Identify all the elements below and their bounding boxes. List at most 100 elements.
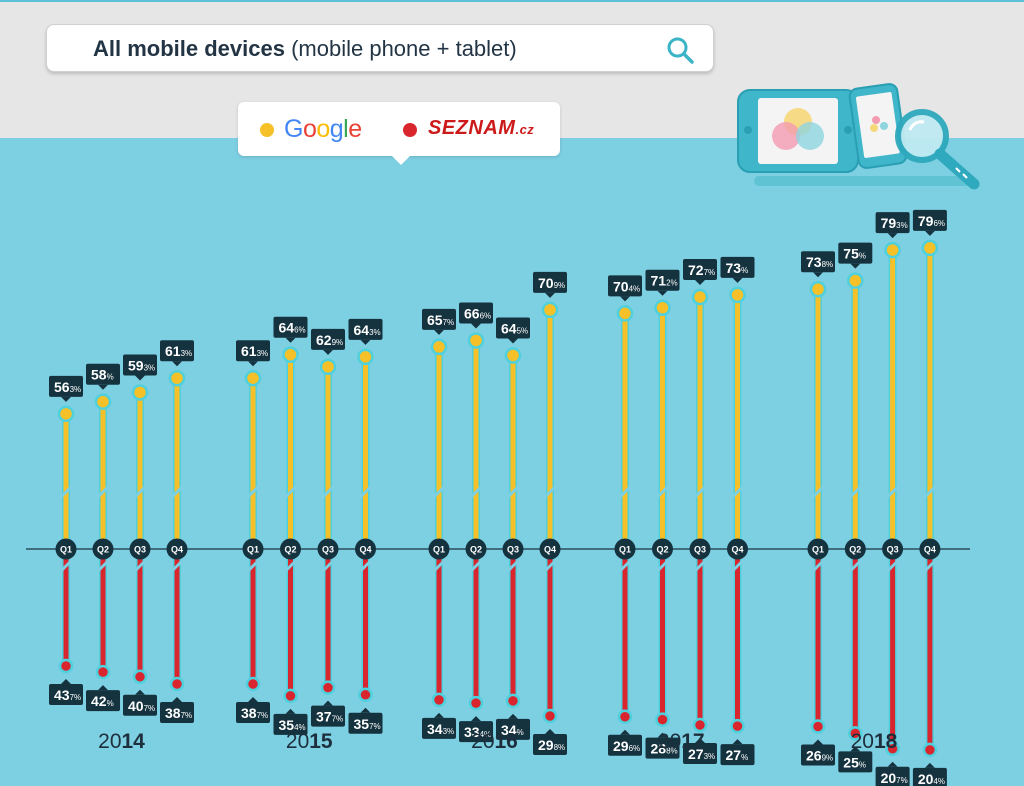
seznam-bar-break-2016-Q3 <box>506 559 520 573</box>
google-label-2017-Q4-box <box>720 256 755 278</box>
google-label-2014-Q3-box <box>123 354 157 376</box>
google-bar-break-2015-Q4 <box>359 485 372 499</box>
google-point-2015-Q3 <box>319 358 337 376</box>
quarter-marker-2014-Q2 <box>92 538 114 560</box>
google-label-2016-Q1-pointer <box>434 329 444 335</box>
seznam-point-2016-Q2 <box>468 695 484 711</box>
seznam-bar-2014-Q4 <box>174 549 180 684</box>
google-label-2018-Q4-box <box>912 209 947 231</box>
seznam-point-2014-Q4 <box>169 676 185 692</box>
quarter-label-2015-Q1: Q1 <box>247 545 259 555</box>
quarter-marker-2018-Q4 <box>919 538 941 560</box>
google-bar-break-2017-Q1 <box>618 485 632 499</box>
title-rest: (mobile phone + tablet) <box>291 36 517 61</box>
seznam-bar-2017-Q2 <box>660 549 665 720</box>
quarter-marker-2016-Q3 <box>502 538 524 560</box>
seznam-bar-break-2015-Q3 <box>321 559 335 573</box>
legend-label-google: Google <box>284 115 362 143</box>
seznam-label-2016-Q2-pointer <box>471 716 481 722</box>
quarter-label-2015-Q4: Q4 <box>359 545 371 555</box>
title-bold: All mobile devices <box>93 36 285 61</box>
seznam-label-2016-Q4-pointer <box>545 729 555 735</box>
seznam-point-2018-Q4 <box>922 742 938 758</box>
google-bar-break-2018-Q1 <box>811 485 825 499</box>
google-label-2015-Q3-box <box>311 328 345 350</box>
seznam-label-2014-Q3-pointer <box>135 689 145 695</box>
seznam-point-2015-Q4 <box>358 687 373 703</box>
legend: Google SEZNAM.cz <box>238 102 560 165</box>
quarter-marker-2017-Q4 <box>727 538 748 560</box>
seznam-bar-2017-Q1 <box>622 549 628 717</box>
quarter-label-2014-Q3: Q3 <box>134 545 146 555</box>
seznam-label-2014-Q1-box <box>49 684 83 705</box>
google-label-2015-Q3-pointer <box>323 349 333 355</box>
google-point-2014-Q1 <box>57 405 75 423</box>
seznam-label-2014-Q4-pointer <box>172 697 182 702</box>
google-label-2015-Q1-box <box>236 340 270 362</box>
seznam-bar-2015-Q3 <box>325 549 331 688</box>
seznam-bar-break-2017-Q1 <box>618 559 632 573</box>
seznam-bar-2015-Q4 <box>363 549 368 695</box>
google-point-2018-Q2 <box>847 272 864 289</box>
seznam-label-2017-Q3-pointer <box>695 738 705 744</box>
top-rule <box>0 0 1024 2</box>
seznam-point-2017-Q2 <box>655 712 670 727</box>
quarter-marker-2016-Q1 <box>428 538 450 560</box>
search-bar[interactable]: All mobile devices (mobile phone + table… <box>46 24 714 72</box>
google-bar-break-2014-Q1 <box>59 485 73 499</box>
quarter-marker-2017-Q2 <box>652 538 673 560</box>
seznam-bar-break-2016-Q2 <box>469 559 483 573</box>
google-label-2017-Q2-pointer <box>657 290 668 296</box>
google-label-2014-Q2-pointer <box>98 384 108 390</box>
quarter-label-2017-Q2: Q2 <box>656 545 668 555</box>
google-bar-2014-Q1 <box>63 413 69 549</box>
year-label-2015: 2015 <box>285 730 333 753</box>
google-bar-break-2018-Q3 <box>886 485 899 499</box>
seznam-point-2015-Q1 <box>245 676 261 692</box>
google-point-2016-Q4 <box>541 301 559 319</box>
google-label-2016-Q4-pointer <box>545 292 555 298</box>
seznam-bar-2018-Q3 <box>890 549 896 749</box>
google-point-2016-Q1 <box>430 338 448 356</box>
google-label-2016-Q3-box <box>496 317 530 339</box>
google-bar-2016-Q2 <box>473 340 479 549</box>
google-bar-2014-Q3 <box>137 392 143 549</box>
quarter-label-2015-Q2: Q2 <box>284 545 296 555</box>
quarter-marker-2014-Q3 <box>129 538 151 560</box>
google-label-2015-Q2-box <box>273 316 308 338</box>
seznam-point-2016-Q4 <box>542 708 558 724</box>
quarter-marker-2014-Q4 <box>166 538 188 560</box>
seznam-point-2017-Q4 <box>730 718 745 734</box>
search-icon[interactable] <box>665 35 695 65</box>
quarter-marker-2018-Q3 <box>882 538 904 560</box>
seznam-label-2018-Q4-box <box>912 767 947 786</box>
google-label-2014-Q2-box <box>86 363 120 385</box>
google-point-2018-Q1 <box>809 280 827 298</box>
google-point-2016-Q3 <box>504 347 522 364</box>
quarter-marker-2015-Q1 <box>242 538 264 560</box>
seznam-label-2016-Q2-box <box>459 721 493 743</box>
seznam-label-2015-Q3-pointer <box>323 700 333 706</box>
google-label-2014-Q1-pointer <box>61 396 71 402</box>
seznam-label-2018-Q1-box <box>801 744 835 766</box>
google-bar-2017-Q1 <box>622 313 628 549</box>
seznam-bar-break-2018-Q3 <box>886 559 899 573</box>
legend-dot-google <box>260 123 274 137</box>
seznam-bar-break-2015-Q1 <box>246 559 260 573</box>
seznam-label-2018-Q2-box <box>838 751 873 773</box>
google-bar-break-2014-Q3 <box>133 485 147 499</box>
google-bar-break-2016-Q3 <box>506 485 520 499</box>
google-point-2017-Q4 <box>729 286 746 304</box>
year-label-2018: 2018 <box>850 730 898 753</box>
google-label-2016-Q3-pointer <box>508 338 518 344</box>
google-label-2016-Q2-pointer <box>471 323 481 329</box>
google-bar-break-2018-Q4 <box>923 485 936 499</box>
seznam-bar-2017-Q3 <box>697 549 703 726</box>
google-label-2018-Q2-pointer <box>850 263 861 269</box>
seznam-label-2014-Q4-box <box>160 702 194 723</box>
seznam-label-2015-Q3-box <box>311 705 345 727</box>
seznam-label-2016-Q4-box <box>533 734 567 756</box>
google-bar-2018-Q1 <box>815 289 821 549</box>
quarter-marker-2017-Q3 <box>689 538 711 560</box>
google-label-2017-Q3-box <box>683 259 717 281</box>
